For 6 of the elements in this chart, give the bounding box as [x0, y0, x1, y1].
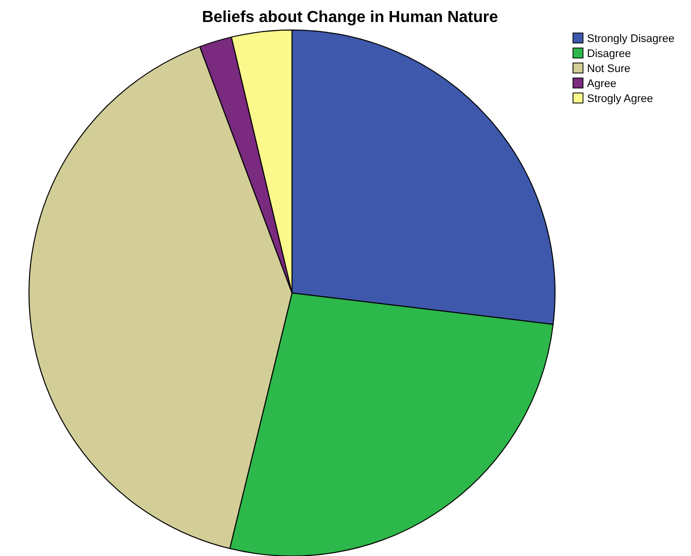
legend-label: Agree	[587, 78, 616, 90]
legend-label: Strogly Agree	[587, 93, 654, 105]
legend-label: Disagree	[587, 48, 632, 60]
legend-label: Strongly Disagree	[587, 33, 674, 45]
chart-title: Beliefs about Change in Human Nature	[202, 9, 498, 26]
legend-label: Not Sure	[587, 63, 630, 75]
